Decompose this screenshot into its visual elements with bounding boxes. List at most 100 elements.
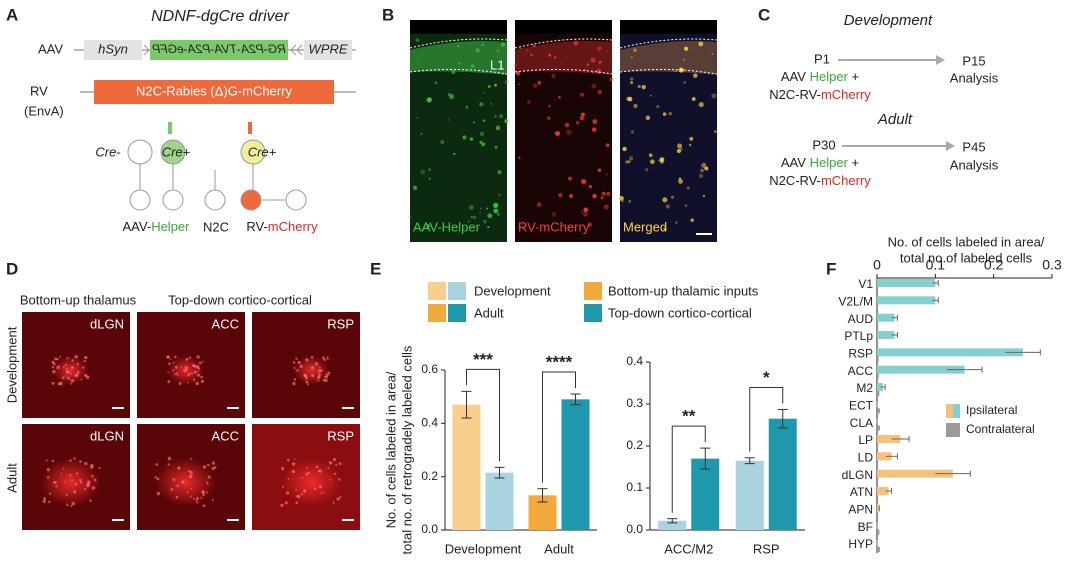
cell-dot xyxy=(679,147,683,151)
cell-dot xyxy=(326,357,329,360)
cell-diagram xyxy=(127,122,307,211)
cell-dot xyxy=(156,491,161,496)
cell-dot xyxy=(483,219,487,224)
arrows xyxy=(290,44,303,56)
y-tick-label: ECT xyxy=(849,399,874,413)
cell-dot xyxy=(202,465,207,469)
cell-dot xyxy=(656,105,660,109)
y-tick-label: M2 xyxy=(856,381,873,395)
cell-dot xyxy=(91,486,96,490)
y-tick-label: BF xyxy=(858,520,873,534)
label-part: AAV- xyxy=(123,219,152,234)
cell-dot xyxy=(177,374,179,376)
x-tick-label: Adult xyxy=(544,541,574,556)
cell-dot xyxy=(513,63,517,67)
box xyxy=(150,40,288,60)
cell-dot xyxy=(90,463,94,468)
cell-dot xyxy=(548,53,552,57)
cell-dot xyxy=(457,45,460,48)
bar xyxy=(877,304,879,310)
x-axis-label: total no.of labeled cells xyxy=(900,250,1033,265)
label-part: mCherry xyxy=(268,219,318,234)
cell-dot xyxy=(51,366,55,369)
label: RV-mCherry xyxy=(246,219,318,234)
cell-dot xyxy=(305,380,309,384)
significance-label: * xyxy=(763,368,770,387)
cell-dot xyxy=(693,73,698,78)
layer-band xyxy=(620,41,717,75)
bar xyxy=(877,512,879,518)
cell-dot xyxy=(633,48,637,52)
cell-dot xyxy=(185,358,189,361)
y-tick-label: LP xyxy=(858,433,873,447)
heading: Development xyxy=(844,12,933,29)
cell-dot xyxy=(195,500,198,503)
cell-dot xyxy=(197,370,200,373)
labeled-region xyxy=(52,355,89,385)
cell-dot xyxy=(207,463,210,467)
label-part: Helper xyxy=(810,155,849,170)
bar xyxy=(877,460,879,466)
cell-dot xyxy=(547,116,551,120)
cell-dot xyxy=(192,364,196,368)
cell-dot xyxy=(338,478,341,481)
tissue-band xyxy=(410,20,507,34)
cell-dot xyxy=(678,177,682,180)
cell-dot xyxy=(684,46,689,51)
cell-dot xyxy=(327,466,330,469)
cell-dot xyxy=(202,360,204,363)
cell-dot xyxy=(176,484,179,488)
cell-dot xyxy=(481,43,485,47)
cell-dot xyxy=(300,493,304,496)
cell-dot xyxy=(60,472,63,475)
cell-dot xyxy=(326,356,329,358)
cell-dot xyxy=(322,491,325,494)
cell-dot xyxy=(200,375,203,379)
cell-dot xyxy=(678,178,683,184)
legend: Ipsilateral Contralateral xyxy=(946,403,1035,437)
cell-dot xyxy=(504,80,509,85)
cell-dot xyxy=(711,52,714,56)
cell-dot xyxy=(479,140,483,144)
cell-dot xyxy=(641,85,646,90)
bar xyxy=(877,365,965,374)
y-tick-label: 0.3 xyxy=(626,396,643,410)
y-tick-label: 0.2 xyxy=(626,438,643,452)
rv-construct: RV (EnvA) N2C-Rabies (Δ)G-mCherry xyxy=(24,80,356,118)
cell-dot xyxy=(690,218,695,222)
cell-dot xyxy=(57,382,61,386)
row-heading: Development xyxy=(4,326,19,403)
cell-dot xyxy=(698,101,704,108)
cell-dot xyxy=(295,357,298,360)
cell-dot xyxy=(630,130,635,134)
label: Analysis xyxy=(950,157,999,172)
cell-dot xyxy=(61,376,65,380)
cell-dot xyxy=(518,156,521,159)
cell-dot xyxy=(293,366,296,369)
cell-dot xyxy=(303,373,307,378)
x-tick-label: RSP xyxy=(753,541,780,556)
label-part: Helper xyxy=(810,69,849,84)
cell-dot xyxy=(201,490,205,495)
labeled-region xyxy=(40,458,101,507)
cell-dot xyxy=(205,491,209,494)
cell-dot xyxy=(71,479,74,482)
cell-dot xyxy=(155,463,159,466)
cell-dot xyxy=(196,365,199,367)
cell-dot xyxy=(568,176,573,181)
y-tick-label: V2L/M xyxy=(838,295,873,309)
cell-dot xyxy=(43,497,47,501)
cell-dot xyxy=(320,492,323,494)
cell-dot xyxy=(70,366,74,369)
cell-dot xyxy=(592,119,598,124)
cell-dot xyxy=(494,83,498,87)
cell-dot xyxy=(286,458,290,462)
label: P15 xyxy=(962,53,985,68)
label: P45 xyxy=(962,139,985,154)
cell-dot xyxy=(532,44,536,48)
bar xyxy=(877,339,879,344)
y-tick-label: RSP xyxy=(848,347,873,361)
cell-dot xyxy=(481,142,486,147)
cell xyxy=(162,189,184,211)
